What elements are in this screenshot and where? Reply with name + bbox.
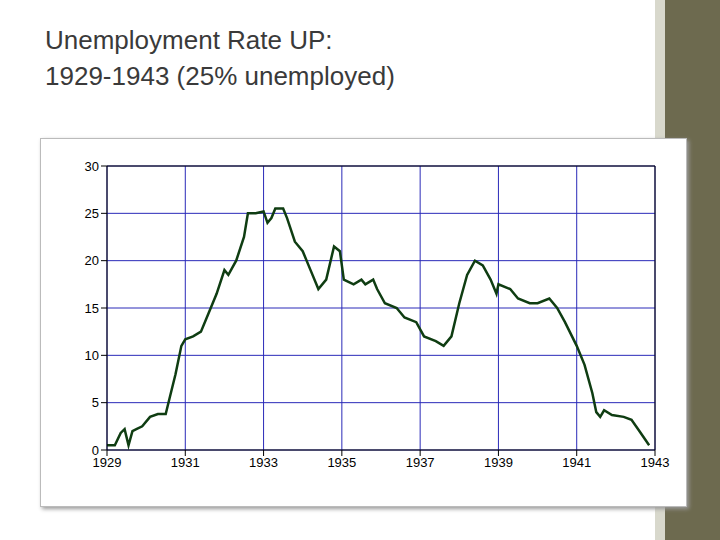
- svg-text:1929: 1929: [92, 455, 122, 471]
- svg-text:5: 5: [92, 395, 99, 410]
- svg-text:0: 0: [92, 443, 99, 458]
- svg-text:1937: 1937: [406, 455, 435, 470]
- svg-text:1931: 1931: [171, 455, 200, 470]
- svg-text:30: 30: [85, 159, 99, 174]
- svg-text:15: 15: [85, 301, 99, 316]
- svg-text:10: 10: [85, 348, 99, 363]
- svg-text:1933: 1933: [249, 455, 278, 470]
- svg-text:1935: 1935: [327, 455, 356, 470]
- svg-text:1939: 1939: [484, 455, 513, 470]
- svg-text:1941: 1941: [562, 455, 591, 470]
- svg-text:25: 25: [85, 206, 99, 221]
- html-text:1929-1943 (25% unemployed): 1929-1943 (25% unemployed): [45, 61, 395, 91]
- svg-text:20: 20: [85, 253, 99, 268]
- html-text:Unemployment Rate UP:: Unemployment Rate UP:: [45, 25, 333, 55]
- svg-text:1943: 1943: [641, 455, 670, 470]
